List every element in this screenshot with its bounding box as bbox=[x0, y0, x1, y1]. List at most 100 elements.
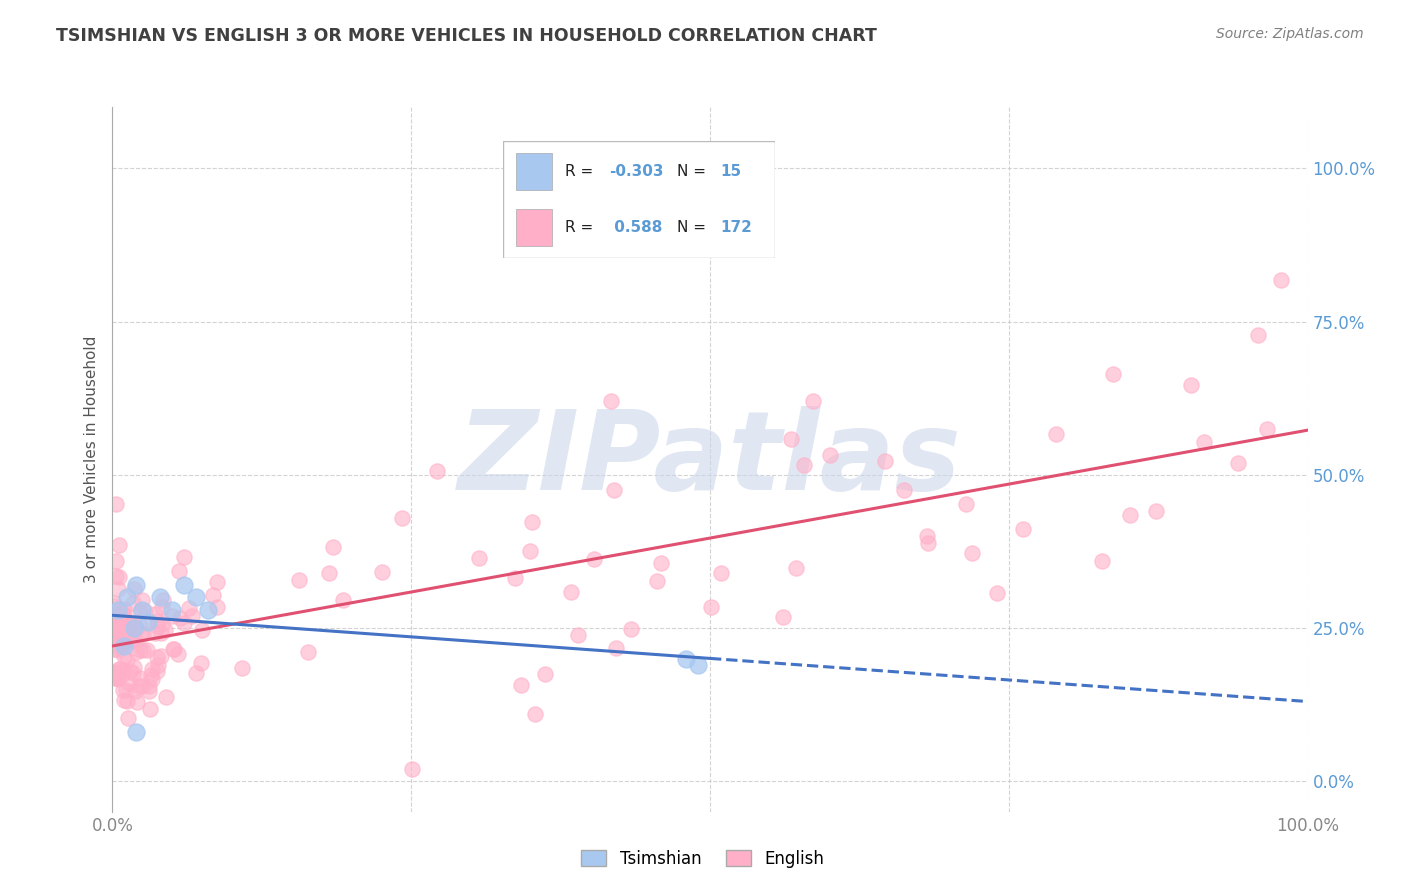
Point bbox=[124, 633, 146, 648]
Point bbox=[519, 543, 541, 558]
Point bbox=[523, 706, 546, 721]
Point bbox=[1091, 554, 1114, 568]
Point bbox=[111, 632, 134, 646]
Point bbox=[149, 591, 172, 605]
Point bbox=[603, 483, 626, 498]
Point bbox=[103, 670, 125, 684]
Point bbox=[141, 662, 163, 676]
Point bbox=[162, 602, 183, 616]
Text: N =: N = bbox=[678, 164, 711, 179]
Text: TSIMSHIAN VS ENGLISH 3 OR MORE VEHICLES IN HOUSEHOLD CORRELATION CHART: TSIMSHIAN VS ENGLISH 3 OR MORE VEHICLES … bbox=[56, 27, 877, 45]
Point bbox=[152, 592, 174, 607]
Point bbox=[166, 647, 188, 661]
Point bbox=[104, 637, 127, 651]
Point bbox=[105, 553, 128, 567]
Point bbox=[114, 683, 136, 698]
Point bbox=[1180, 378, 1202, 392]
Point bbox=[1270, 273, 1292, 287]
FancyBboxPatch shape bbox=[516, 209, 551, 246]
Point bbox=[125, 725, 148, 739]
Point bbox=[287, 573, 309, 587]
Point bbox=[124, 684, 146, 698]
Point bbox=[231, 661, 253, 675]
Point bbox=[103, 665, 125, 680]
Point bbox=[108, 640, 131, 655]
Point bbox=[650, 556, 672, 570]
Point bbox=[186, 591, 208, 605]
Legend: Tsimshian, English: Tsimshian, English bbox=[575, 844, 831, 875]
Point bbox=[917, 536, 939, 550]
Point bbox=[122, 660, 145, 674]
Point bbox=[1192, 435, 1215, 450]
Point bbox=[122, 618, 145, 632]
Point bbox=[582, 552, 605, 566]
Point bbox=[163, 642, 186, 657]
Point bbox=[191, 623, 214, 637]
Point bbox=[103, 667, 125, 681]
Point bbox=[104, 620, 127, 634]
Point bbox=[120, 625, 142, 640]
Point bbox=[131, 679, 153, 693]
Point bbox=[122, 621, 145, 635]
Point bbox=[112, 637, 135, 651]
Point bbox=[125, 645, 148, 659]
Point bbox=[139, 702, 162, 716]
Point bbox=[709, 566, 731, 580]
Point bbox=[426, 464, 449, 478]
Point bbox=[1227, 456, 1250, 470]
Point bbox=[135, 643, 157, 657]
Text: Source: ZipAtlas.com: Source: ZipAtlas.com bbox=[1216, 27, 1364, 41]
Point bbox=[793, 458, 815, 472]
Point bbox=[150, 649, 173, 664]
Point bbox=[143, 607, 166, 622]
Point bbox=[322, 540, 344, 554]
Point bbox=[1102, 367, 1125, 381]
Point bbox=[115, 694, 138, 708]
Point bbox=[107, 662, 129, 676]
Point bbox=[141, 673, 163, 687]
Point bbox=[115, 653, 138, 667]
Point bbox=[560, 585, 582, 599]
Point bbox=[115, 591, 138, 605]
Point bbox=[177, 601, 200, 615]
Point bbox=[107, 642, 129, 657]
Point bbox=[107, 602, 129, 616]
Point bbox=[148, 658, 170, 673]
Point bbox=[111, 666, 134, 681]
Point bbox=[103, 596, 125, 610]
Point bbox=[114, 602, 136, 616]
Point bbox=[129, 671, 152, 685]
Point bbox=[112, 607, 135, 622]
Point bbox=[111, 663, 134, 677]
Point bbox=[103, 615, 125, 629]
Text: 0.588: 0.588 bbox=[609, 220, 662, 235]
Point bbox=[110, 662, 132, 676]
Point bbox=[107, 609, 129, 624]
Point bbox=[150, 616, 173, 631]
Point bbox=[645, 574, 668, 588]
Point bbox=[117, 711, 139, 725]
Point bbox=[509, 678, 531, 692]
Point bbox=[131, 602, 153, 616]
Point bbox=[153, 624, 176, 638]
Point bbox=[675, 651, 697, 665]
Text: R =: R = bbox=[565, 164, 599, 179]
Point bbox=[114, 618, 136, 632]
Point bbox=[105, 497, 128, 511]
Point bbox=[108, 632, 131, 646]
Point bbox=[503, 572, 526, 586]
Point bbox=[186, 665, 208, 680]
Text: 15: 15 bbox=[721, 164, 742, 179]
Point bbox=[173, 578, 195, 592]
Point bbox=[111, 627, 134, 641]
Point bbox=[122, 666, 145, 681]
Point bbox=[104, 622, 127, 636]
Point bbox=[160, 609, 183, 624]
FancyBboxPatch shape bbox=[516, 153, 551, 190]
Point bbox=[600, 393, 623, 408]
Point bbox=[150, 599, 173, 614]
Point bbox=[1119, 508, 1142, 522]
Point bbox=[1247, 327, 1270, 342]
Point bbox=[105, 671, 128, 685]
Point bbox=[468, 550, 491, 565]
